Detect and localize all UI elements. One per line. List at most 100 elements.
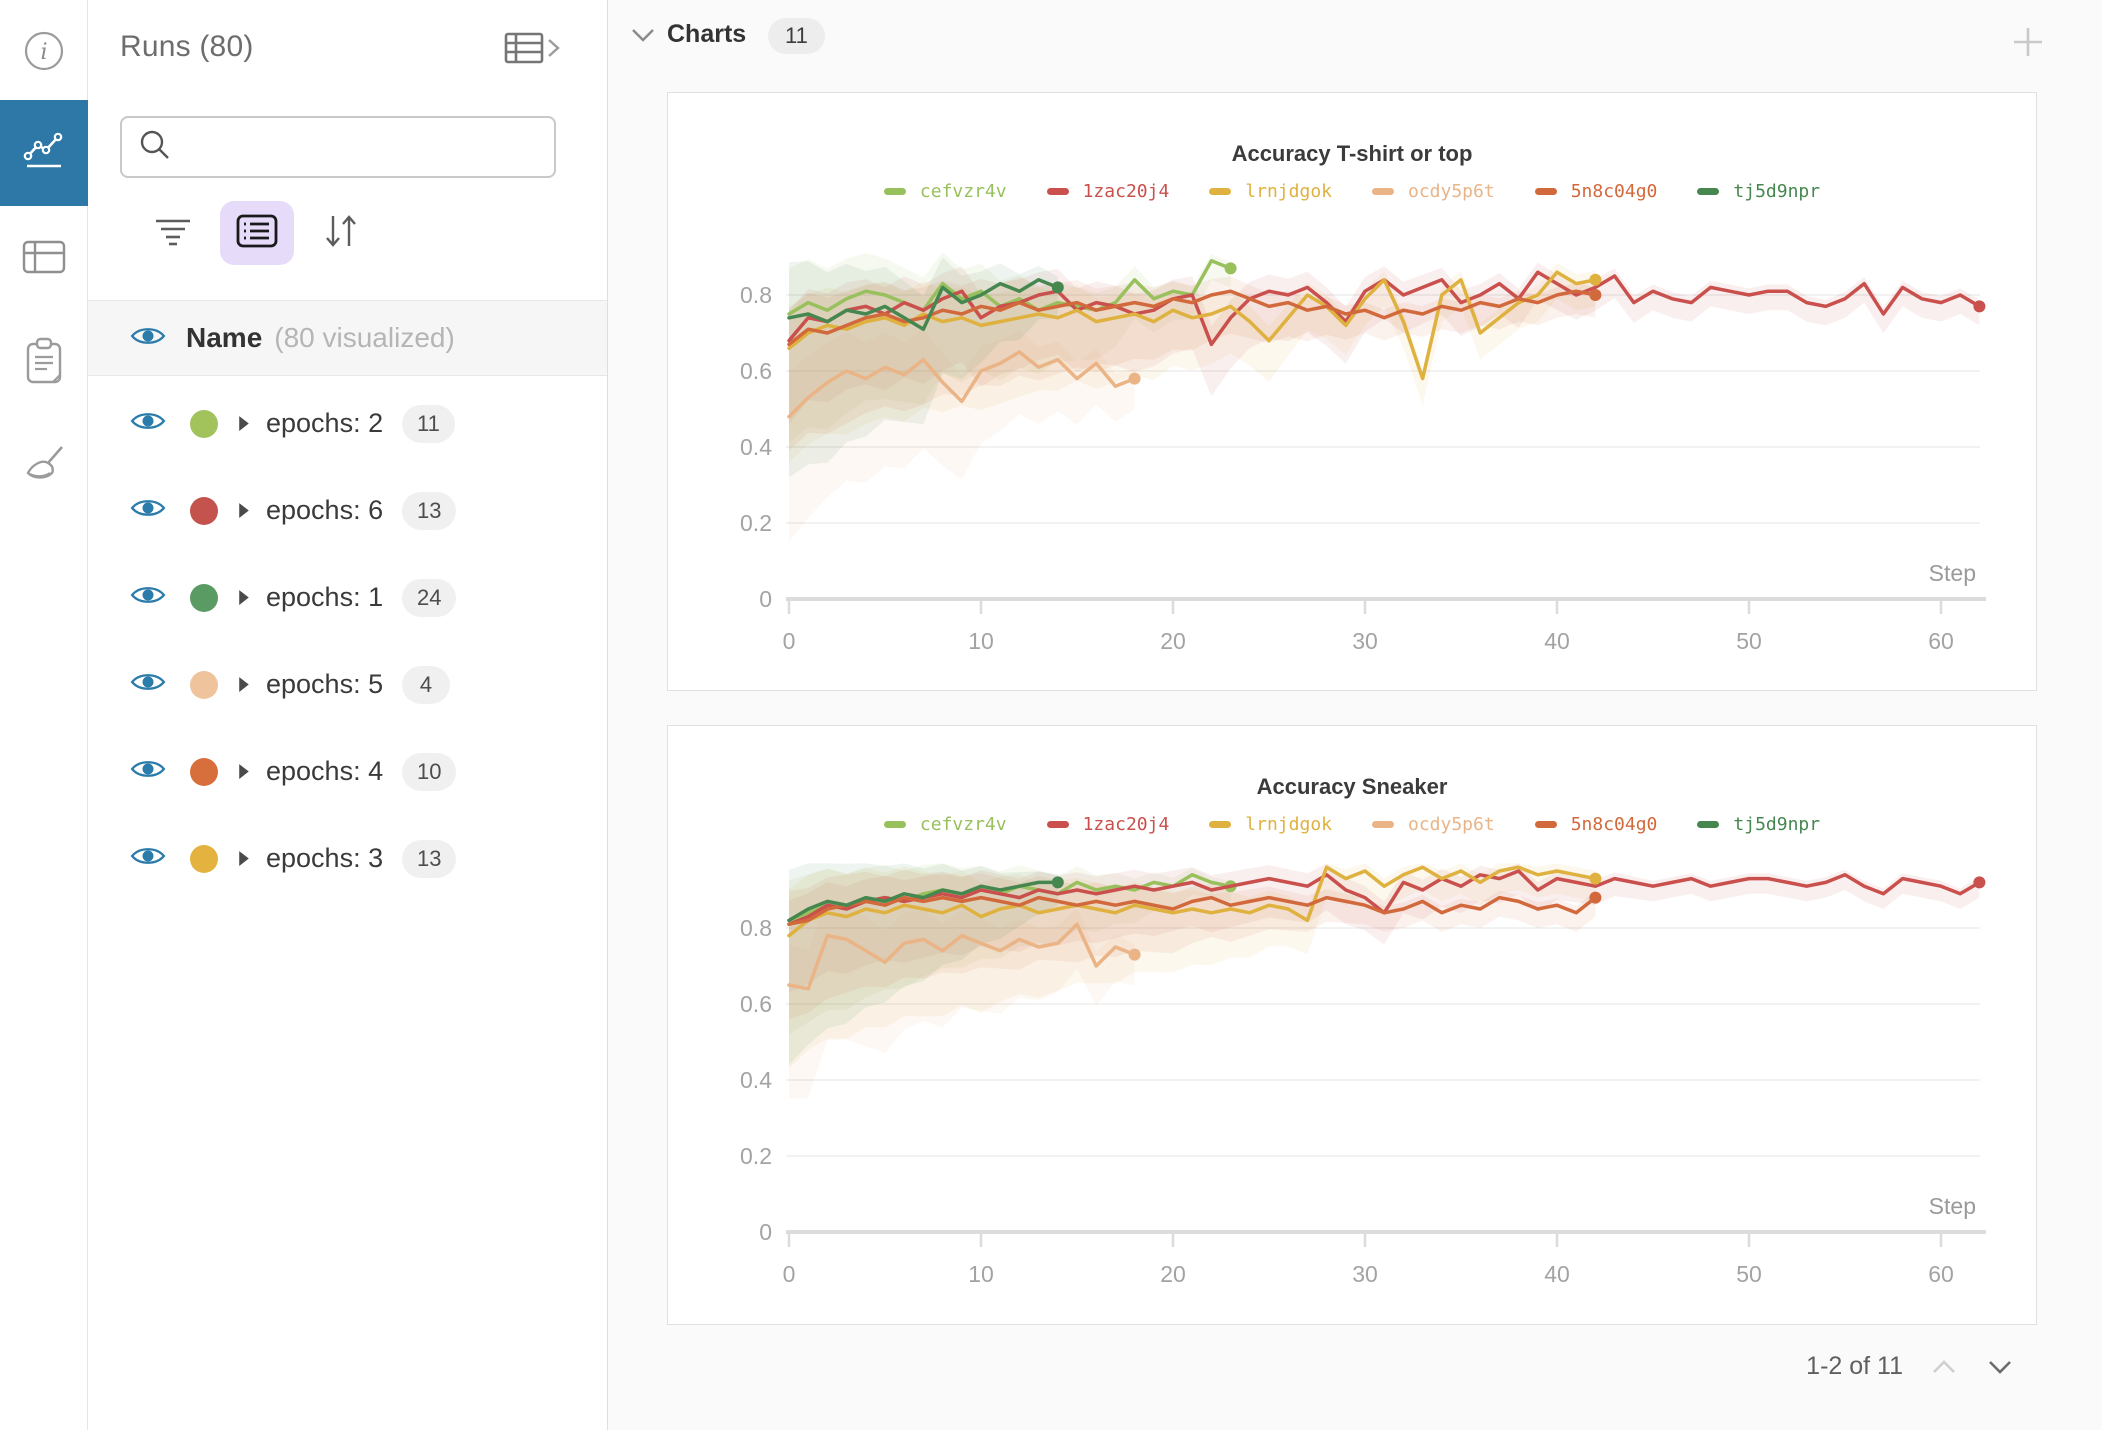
chart-panel-accuracy-tshirt[interactable]: Accuracy T-shirt or top cefvzr4v 1zac20j4 l…: [667, 92, 2037, 691]
table-nav-item[interactable]: [0, 224, 88, 294]
svg-text:0.2: 0.2: [740, 1143, 772, 1169]
clipboard-icon: [20, 335, 68, 392]
eye-icon[interactable]: [130, 323, 166, 354]
legend-run-name: 5n8c04g0: [1570, 814, 1658, 835]
charts-pagination: 1-2 of 11: [1806, 1352, 2015, 1381]
pagination-label: 1-2 of 11: [1806, 1352, 1903, 1380]
sort-icon: [319, 210, 363, 257]
list-view-icon: [235, 213, 279, 254]
name-header-label: Name: [186, 322, 263, 353]
plus-icon: [2014, 28, 2042, 56]
run-group-row[interactable]: epochs: 3 13: [88, 815, 607, 902]
svg-text:0.4: 0.4: [740, 1067, 772, 1093]
chart-title: Accuracy T-shirt or top: [1231, 141, 1473, 166]
run-group-label: epochs: 1: [266, 582, 384, 612]
list-view-button[interactable]: [220, 201, 294, 265]
eye-icon[interactable]: [130, 582, 166, 613]
sort-button[interactable]: [308, 202, 374, 264]
legend-item[interactable]: 5n8c04g0: [1534, 181, 1658, 202]
run-group-row[interactable]: epochs: 5 4: [88, 641, 607, 728]
svg-text:20: 20: [1160, 1261, 1186, 1287]
legend-run-name: 5n8c04g0: [1570, 181, 1658, 202]
legend-item[interactable]: ocdy5p6t: [1372, 814, 1495, 835]
runs-search-input[interactable]: [184, 133, 554, 161]
run-color-dot: [190, 496, 218, 525]
chart-plot[interactable]: 0 0.2 0.4 0.6 0.8 0 10 20 30 40 50 60 Step: [668, 93, 2036, 691]
charts-nav-item[interactable]: [0, 100, 88, 206]
run-group-label: epochs: 4: [266, 756, 384, 786]
legend-item[interactable]: cefvzr4v: [883, 814, 1007, 835]
svg-text:0: 0: [759, 586, 772, 612]
legend-item[interactable]: 5n8c04g0: [1534, 814, 1658, 835]
search-icon: [138, 128, 172, 167]
eye-icon[interactable]: [130, 495, 166, 526]
runs-list: epochs: 2 11 epochs: 6 13 epochs: 1 24 epochs:…: [88, 380, 607, 902]
caret-right-icon[interactable]: [238, 676, 250, 693]
run-count-badge: 13: [402, 839, 457, 878]
eye-icon[interactable]: [130, 756, 166, 787]
legend-run-name: ocdy5p6t: [1408, 181, 1495, 202]
svg-text:0: 0: [783, 628, 796, 654]
pagination-next-button[interactable]: [1985, 1357, 2015, 1377]
runs-table-expand-button[interactable]: [502, 28, 568, 72]
eye-icon[interactable]: [130, 843, 166, 874]
charts-collapse-chevron-icon[interactable]: [630, 26, 656, 49]
svg-text:60: 60: [1928, 1261, 1954, 1287]
svg-text:Step: Step: [1929, 560, 1976, 586]
name-header-annotation: (80 visualized): [274, 322, 455, 353]
run-group-row[interactable]: epochs: 4 10: [88, 728, 607, 815]
run-count-badge: 10: [402, 752, 457, 791]
legend-item[interactable]: tj5d9npr: [1697, 814, 1820, 835]
legend-item[interactable]: ocdy5p6t: [1372, 181, 1495, 202]
run-color-dot: [190, 583, 218, 612]
chart-legend: cefvzr4v 1zac20j4 lrnjdgok ocdy5p6t 5n8c04g0…: [668, 814, 2036, 835]
runs-search-box[interactable]: [120, 116, 556, 178]
legend-swatch: [1209, 821, 1232, 828]
svg-text:30: 30: [1352, 628, 1378, 654]
info-nav-item[interactable]: i: [0, 18, 88, 88]
legend-item[interactable]: lrnjdgok: [1209, 814, 1332, 835]
info-icon: i: [21, 28, 67, 79]
legend-item[interactable]: cefvzr4v: [883, 181, 1007, 202]
run-color-dot: [190, 844, 218, 873]
legend-run-name: 1zac20j4: [1082, 814, 1170, 835]
caret-right-icon[interactable]: [238, 763, 250, 780]
charts-main-area: Charts 11 Accuracy T-shirt or top cefvzr4…: [608, 0, 2102, 1430]
legend-run-name: tj5d9npr: [1733, 814, 1821, 835]
legend-run-name: lrnjdgok: [1245, 181, 1332, 202]
runs-toolbar: [140, 198, 374, 268]
charts-count-badge: 11: [768, 18, 825, 54]
caret-right-icon[interactable]: [238, 589, 250, 606]
runs-panel: Runs (80): [88, 0, 608, 1430]
svg-text:30: 30: [1352, 1261, 1378, 1287]
chart-plot[interactable]: 0 0.2 0.4 0.6 0.8 0 10 20 30 40 50 60 Step: [668, 726, 2036, 1324]
caret-right-icon[interactable]: [238, 850, 250, 867]
legend-run-name: cefvzr4v: [919, 814, 1007, 835]
filter-button[interactable]: [140, 202, 206, 264]
eye-icon[interactable]: [130, 669, 166, 700]
caret-right-icon[interactable]: [238, 502, 250, 519]
legend-run-name: cefvzr4v: [919, 181, 1007, 202]
runs-name-header-row[interactable]: Name (80 visualized): [88, 300, 607, 376]
legend-item[interactable]: 1zac20j4: [1046, 181, 1169, 202]
broom-icon: [18, 441, 70, 498]
run-group-row[interactable]: epochs: 6 13: [88, 467, 607, 554]
logs-nav-item[interactable]: [0, 328, 88, 398]
cleanup-nav-item[interactable]: [0, 434, 88, 504]
svg-text:0.6: 0.6: [740, 358, 772, 384]
run-group-row[interactable]: epochs: 2 11: [88, 380, 607, 467]
chart-panel-accuracy-sneaker[interactable]: Accuracy Sneaker cefvzr4v 1zac20j4 lrnjdgok…: [667, 725, 2037, 1325]
legend-item[interactable]: lrnjdgok: [1209, 181, 1332, 202]
legend-item[interactable]: 1zac20j4: [1046, 814, 1170, 835]
run-group-row[interactable]: epochs: 1 24: [88, 554, 607, 641]
legend-item[interactable]: tj5d9npr: [1697, 181, 1820, 202]
svg-text:20: 20: [1160, 628, 1186, 654]
caret-right-icon[interactable]: [238, 415, 250, 432]
pagination-prev-button[interactable]: [1929, 1357, 1959, 1377]
add-panel-button[interactable]: [2010, 24, 2046, 65]
chevron-down-icon: [1989, 1360, 2011, 1374]
svg-text:Step: Step: [1929, 1193, 1976, 1219]
svg-text:50: 50: [1736, 628, 1762, 654]
run-group-label: epochs: 5: [266, 669, 384, 699]
eye-icon[interactable]: [130, 408, 166, 439]
